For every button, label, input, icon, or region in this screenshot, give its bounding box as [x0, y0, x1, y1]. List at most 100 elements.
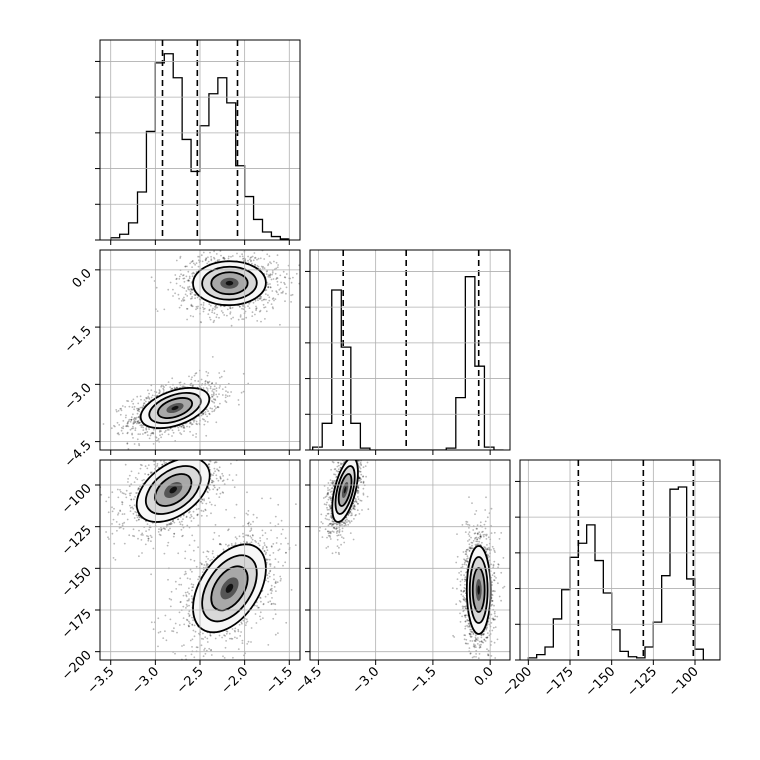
scatter-point [248, 302, 251, 305]
scatter-point [147, 535, 150, 538]
histogram-bar [537, 655, 545, 660]
scatter-point [191, 624, 194, 626]
scatter-point [91, 539, 93, 541]
scatter-point [226, 308, 229, 311]
scatter-point [269, 286, 272, 289]
scatter-point [213, 410, 215, 412]
scatter-point [213, 256, 215, 259]
scatter-point [189, 315, 192, 317]
scatter-point [270, 303, 273, 305]
scatter-point [162, 391, 165, 394]
scatter-point [189, 292, 192, 295]
scatter-point [195, 372, 198, 374]
scatter-point [256, 264, 259, 267]
scatter-point [277, 264, 279, 266]
scatter-point [135, 416, 138, 419]
scatter-point [269, 276, 271, 279]
scatter-point [238, 403, 240, 406]
scatter-point [237, 399, 240, 401]
scatter-point [198, 446, 200, 448]
scatter-point [182, 526, 185, 529]
scatter-point [210, 481, 213, 484]
scatter-point [266, 538, 268, 540]
scatter-point [194, 297, 197, 300]
scatter-point [247, 259, 249, 262]
scatter-point [263, 306, 265, 309]
scatter-point [285, 552, 287, 554]
histogram-bar [553, 619, 561, 660]
scatter-point [163, 386, 166, 388]
scatter-point [211, 395, 214, 398]
scatter-point [235, 537, 238, 540]
scatter-point [189, 510, 191, 513]
scatter-point [193, 456, 195, 458]
scatter-point [263, 267, 266, 270]
scatter-point [142, 426, 145, 429]
scatter-point [147, 537, 150, 540]
scatter-point [213, 461, 216, 464]
scatter-point [208, 672, 210, 674]
scatter-point [252, 259, 255, 262]
scatter-point [207, 550, 210, 553]
scatter-point [240, 391, 243, 394]
scatter-point [186, 577, 189, 580]
scatter-point [218, 664, 220, 666]
scatter-point [221, 472, 224, 475]
scatter-point [204, 508, 207, 511]
scatter-point [259, 597, 262, 599]
scatter-point [213, 486, 216, 489]
scatter-point [169, 439, 171, 441]
scatter-point [137, 407, 140, 410]
scatter-point [282, 270, 285, 273]
scatter-point [188, 279, 190, 282]
scatter-point [234, 630, 237, 633]
scatter-point [152, 458, 154, 460]
scatter-point [152, 547, 155, 550]
scatter-point [276, 291, 278, 294]
scatter-point [162, 527, 165, 530]
scatter-point [260, 265, 263, 268]
scatter-point [147, 539, 150, 542]
scatter-point [242, 535, 245, 538]
scatter-point [178, 278, 181, 280]
scatter-point [115, 410, 118, 413]
scatter-point [213, 531, 216, 534]
scatter-point [263, 298, 266, 301]
scatter-point [265, 270, 268, 273]
scatter-point [274, 580, 277, 583]
scatter-point [137, 402, 140, 405]
scatter-point [188, 288, 191, 291]
scatter-point [150, 540, 152, 543]
histogram-outline [527, 486, 720, 660]
scatter-point [171, 520, 174, 523]
scatter-point [230, 462, 232, 465]
scatter-point [234, 636, 236, 639]
scatter-point [182, 299, 185, 302]
scatter-point [224, 386, 227, 388]
scatter-point [204, 259, 207, 262]
scatter-point [183, 457, 185, 459]
scatter-point [223, 370, 226, 373]
scatter-point [158, 392, 160, 395]
scatter-point [158, 430, 161, 433]
scatter-point [139, 421, 141, 424]
scatter-point [139, 406, 142, 409]
scatter-point [202, 551, 205, 554]
scatter-point [268, 572, 270, 575]
scatter-point [188, 625, 190, 628]
scatter-point [191, 289, 194, 291]
scatter-point [255, 309, 257, 312]
scatter-point [170, 453, 172, 455]
scatter-point [181, 385, 184, 388]
scatter-point [138, 408, 140, 410]
scatter-point [256, 605, 258, 607]
scatter-point [112, 557, 115, 559]
scatter-point [105, 500, 108, 503]
scatter-point [123, 492, 125, 495]
scatter-point [138, 516, 141, 518]
scatter-point [232, 316, 235, 319]
scatter-point [264, 318, 266, 320]
scatter-point [136, 421, 139, 423]
scatter-point [271, 306, 274, 309]
scatter-point [174, 453, 176, 455]
